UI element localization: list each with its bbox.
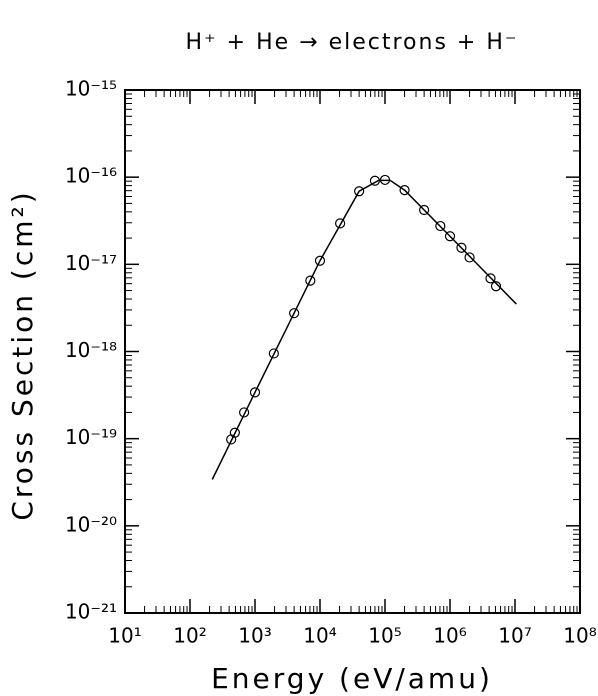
x-tick-label: 10⁵: [368, 624, 401, 648]
data-point: [399, 185, 410, 196]
data-point: [305, 275, 316, 286]
x-tick-label: 10⁶: [433, 624, 466, 648]
y-tick-label: 10⁻²⁰: [65, 512, 117, 536]
plot-frame: [124, 89, 581, 614]
data-point: [314, 255, 326, 266]
data-point: [490, 281, 502, 292]
chart-title: H⁺ + He → electrons + H⁻: [186, 30, 519, 55]
x-tick-label: 10¹: [108, 624, 141, 648]
y-tick-label: 10⁻¹⁹: [65, 425, 117, 449]
y-tick-label: 10⁻²¹: [65, 600, 117, 624]
data-point: [464, 252, 475, 263]
y-tick-label: 10⁻¹⁵: [65, 77, 117, 101]
data-point: [335, 218, 346, 229]
data-point: [268, 348, 279, 359]
data-point: [435, 220, 446, 232]
data-point: [239, 407, 250, 418]
y-tick-label: 10⁻¹⁷: [65, 251, 117, 275]
curve: [211, 179, 517, 480]
data-point: [289, 308, 300, 319]
x-tick-label: 10⁴: [303, 624, 336, 648]
x-tick-label: 10²: [173, 624, 206, 648]
data-point: [229, 427, 240, 438]
data-point: [444, 231, 456, 242]
data-point: [354, 186, 365, 197]
data-point: [249, 387, 261, 398]
x-tick-label: 10⁸: [563, 624, 596, 648]
x-tick-label: 10⁷: [498, 624, 531, 648]
data-point: [419, 204, 430, 216]
y-tick-label: 10⁻¹⁸: [65, 338, 117, 362]
data-point: [456, 242, 467, 253]
data-point: [485, 273, 496, 284]
y-tick-label: 10⁻¹⁶: [65, 164, 117, 188]
x-tick-label: 10³: [238, 624, 271, 648]
x-axis-label: Energy (eV/amu): [211, 662, 493, 695]
y-axis-label: Cross Section (cm²): [6, 189, 39, 520]
